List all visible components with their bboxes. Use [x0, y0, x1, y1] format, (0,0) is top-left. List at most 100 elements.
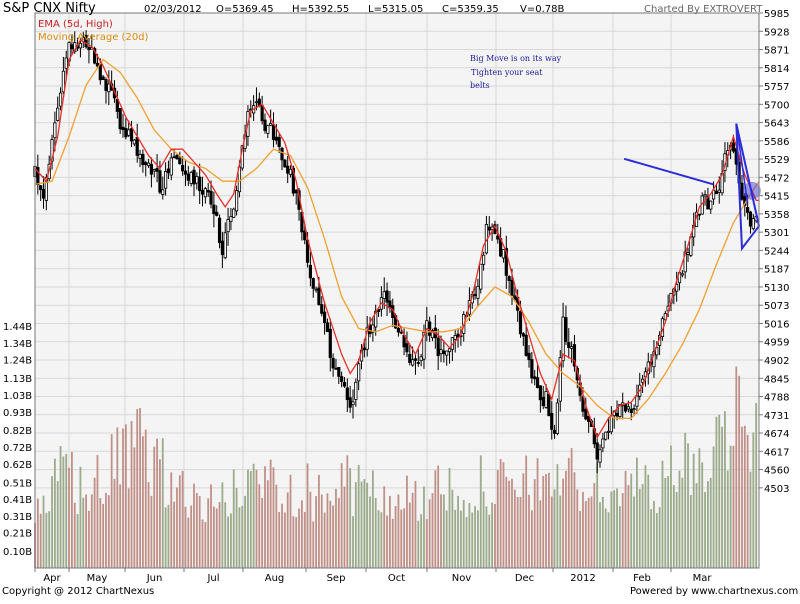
volume-bar [283, 512, 286, 568]
candle-body [476, 285, 480, 299]
volume-bar [658, 507, 661, 568]
candle-body [331, 357, 335, 369]
volume-bar [258, 484, 261, 568]
volume-bar [210, 484, 212, 568]
volume-bar [513, 489, 516, 568]
volume-bar [113, 478, 116, 568]
legend-ma: Moving Average (20d) [38, 32, 149, 43]
volume-bar [102, 503, 105, 568]
volume-bar [687, 443, 689, 568]
volume-bar [613, 490, 616, 568]
tick-label-volume: 0.72B [3, 443, 32, 454]
volume-bar [230, 513, 232, 568]
volume-bar [735, 366, 738, 568]
volume-bar [417, 520, 420, 568]
candle-body [95, 62, 100, 67]
candle-body [198, 176, 202, 192]
volume-bar [150, 495, 153, 568]
candle-body [183, 170, 188, 175]
candle-body [547, 394, 551, 417]
candle-body [413, 358, 418, 361]
volume-bar [488, 514, 491, 568]
candle-body [527, 352, 531, 361]
candle-body [195, 176, 199, 184]
candle-body [538, 385, 542, 401]
volume-bar [604, 508, 607, 568]
volume-bar [494, 503, 496, 568]
volume-bar [249, 471, 252, 568]
candle-body [629, 408, 633, 414]
volume-bar [445, 510, 448, 568]
candle-body [365, 327, 369, 350]
candle-body [101, 76, 105, 80]
symbol-title: S&P CNX Nifty [3, 1, 96, 16]
volume-bar [329, 500, 332, 568]
candle-body [226, 219, 230, 233]
volume-bar [601, 496, 604, 568]
volume-bar [326, 493, 329, 568]
candle-body [368, 324, 372, 335]
volume-bar [346, 455, 349, 568]
volume-bar [184, 506, 187, 568]
volume-bar [68, 467, 70, 568]
tick-label-price: 4959 [764, 338, 789, 349]
volume-bar [718, 414, 721, 568]
volume-bar [570, 448, 573, 568]
volume-bar [90, 494, 93, 568]
candle-body [181, 164, 185, 172]
volume-bar [153, 446, 156, 568]
candle-body [138, 154, 142, 159]
volume-bar [573, 472, 576, 568]
volume-bar [584, 501, 587, 568]
volume-bar [545, 474, 547, 568]
tick-label-price: 5643 [764, 119, 789, 130]
volume-bar [650, 509, 653, 568]
volume-bar [272, 467, 275, 568]
candle-body [697, 213, 701, 216]
volume-bar [88, 510, 90, 568]
quote-date: 02/03/2012 [144, 4, 202, 15]
candle-body [234, 190, 239, 212]
volume-bar [176, 487, 178, 568]
candle-body [317, 287, 321, 305]
volume-bar [247, 469, 249, 568]
volume-bar [414, 481, 417, 568]
candle-body [587, 415, 591, 422]
volume-bar [755, 402, 758, 568]
tick-label-month: Oct [388, 573, 405, 584]
volume-bar [386, 515, 388, 568]
wedge-pattern [735, 123, 761, 252]
tick-label-volume: 0.10B [3, 547, 32, 558]
volume-bar [454, 509, 457, 568]
candle-body [152, 169, 156, 172]
tick-label-volume: 1.13B [3, 374, 32, 385]
volume-bar [73, 502, 76, 568]
tick-label-month: Sep [327, 573, 346, 584]
tick-label-price: 5187 [764, 265, 789, 276]
quote-volume: V=0.78B [520, 4, 565, 15]
candle-body [442, 350, 446, 355]
quote-low: L=5315.05 [368, 4, 424, 15]
volume-bar [511, 478, 513, 568]
candle-body [44, 176, 48, 201]
candle-body [61, 70, 65, 93]
volume-bar [107, 495, 110, 568]
volume-bar [528, 494, 530, 568]
volume-bar [616, 488, 618, 568]
volume-bar [144, 429, 147, 568]
candle-body [209, 190, 213, 205]
quote-close: C=5359.35 [442, 4, 499, 15]
volume-bar [318, 474, 320, 568]
volume-bar [275, 484, 278, 568]
tick-label-price: 5586 [764, 137, 789, 148]
tick-label-price: 5130 [764, 283, 789, 294]
tick-label-price: 5700 [764, 100, 789, 111]
volume-bar [238, 507, 241, 568]
volume-bar [655, 513, 658, 568]
volume-bar [82, 497, 85, 568]
volume-bar [357, 465, 360, 568]
tick-label-price: 4788 [764, 393, 789, 404]
volume-bar [698, 448, 701, 568]
volume-bar [119, 484, 122, 568]
candle-body [709, 200, 713, 210]
